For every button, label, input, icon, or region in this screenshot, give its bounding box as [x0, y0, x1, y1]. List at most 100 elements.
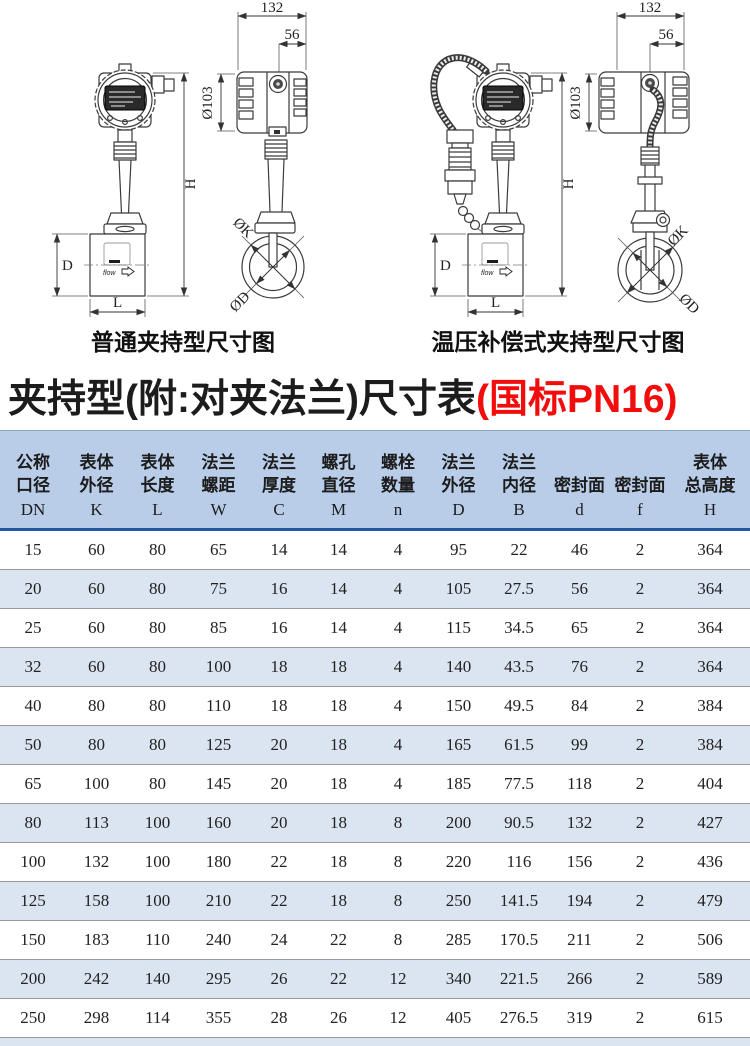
table-cell: 2 [635, 969, 645, 988]
dim-label-circle-d: ØD [676, 291, 703, 318]
table-cell: 27.5 [504, 579, 534, 598]
table-cell: 61.5 [504, 735, 534, 754]
table-cell: 2 [635, 735, 645, 754]
table-cell: 12 [389, 969, 407, 988]
table-cell: 145 [205, 774, 232, 793]
wafer-body: ØK ØD [617, 223, 703, 318]
page-title: 夹持型(附:对夹法兰)尺寸表(国标PN16) [0, 362, 750, 430]
table-cell: 364 [697, 579, 723, 598]
caption-compensated-type: 温压补偿式夹持型尺寸图 [431, 329, 685, 355]
table-cell: 114 [145, 1008, 170, 1027]
table-cell: 404 [697, 774, 723, 793]
dim-L: L [89, 295, 146, 317]
table-cell: 200 [445, 813, 472, 832]
column-header: 法兰 内径 B [502, 453, 536, 519]
dim-label-body-length: L [491, 295, 500, 311]
table-cell: 364 [697, 657, 723, 676]
table-cell: 666 [670, 1038, 750, 1046]
table-cell: 285 [445, 930, 472, 949]
stem [254, 139, 296, 234]
table-cell: 105 [445, 579, 472, 598]
table-cell: 220 [445, 852, 472, 871]
table-row: 32 60 80 100 18 18 4 140 43.5 76 2 364 [0, 647, 750, 687]
column-header: 法兰 外径 D [441, 453, 476, 519]
table-cell: 60 [88, 657, 105, 676]
table-cell: 26 [270, 969, 288, 988]
table-cell: 65 [571, 618, 588, 637]
table-cell: 2 [635, 930, 645, 949]
dim-label-top-width: 132 [261, 0, 284, 16]
table-cell: 85 [210, 618, 227, 637]
table-cell: 479 [697, 891, 723, 910]
table-cell: 384 [697, 735, 723, 754]
table-cell: 589 [697, 969, 723, 988]
drawing-captions: 普通夹持型尺寸图 温压补偿式夹持型尺寸图 [0, 318, 750, 362]
table-cell: 200 [20, 969, 46, 988]
table-row: 100 132 100 180 22 18 8 220 116 156 2 436 [0, 842, 750, 882]
compensated-side-view: 132 56 [568, 0, 702, 318]
table-cell: 100 [144, 891, 171, 910]
table-cell: 60 [88, 540, 105, 559]
dim-label-circle-d: ØD [227, 289, 254, 316]
table-cell: 22 [270, 852, 288, 871]
table-cell: 14 [330, 579, 347, 598]
table-cell: 132 [83, 852, 110, 871]
table-body: 15 60 80 65 14 14 4 95 22 46 2 364 20 60 80 75 16 14 4 105 2… [0, 529, 750, 1046]
table-cell: 384 [697, 696, 723, 715]
table-row: 80 113 100 160 20 18 8 200 90.5 132 2 427 [0, 803, 750, 843]
table-cell: 26 [309, 1038, 368, 1046]
column-header: 表体 外径 K [79, 453, 114, 519]
dim-label-top-width-inner: 56 [285, 27, 301, 43]
housing [598, 71, 690, 134]
table-cell: 250 [20, 1008, 46, 1027]
table-cell: 2 [635, 891, 645, 910]
table-cell: 210 [205, 891, 232, 910]
dim-label-circle-k: ØK [230, 215, 257, 242]
column-header: 螺孔 直径 M [321, 453, 356, 519]
table-cell: 90.5 [504, 813, 534, 832]
page-title-standard: (国标PN16) [475, 378, 678, 421]
table-row: 20 60 80 75 16 14 4 105 27.5 56 2 364 [0, 569, 750, 609]
table-cell: 18 [330, 852, 347, 871]
stem [103, 129, 147, 235]
table-cell: 99 [571, 735, 588, 754]
table-row: 25 60 80 85 16 14 4 115 34.5 65 2 364 [0, 608, 750, 648]
table-cell: 100 [144, 852, 171, 871]
table-cell: 240 [205, 930, 232, 949]
table-cell: 327.5 [489, 1038, 549, 1046]
meter-body: flow [462, 233, 529, 297]
dim-D: D [52, 233, 88, 297]
table-cell: 43.5 [504, 657, 534, 676]
table-cell: 22 [270, 891, 288, 910]
dim-56: 56 [278, 27, 307, 72]
table-cell: 100 [205, 657, 232, 676]
table-cell: 460 [428, 1038, 489, 1046]
table-cell: 18 [330, 735, 347, 754]
table-cell: 183 [83, 930, 110, 949]
column-header: 法兰 螺距 W [201, 453, 236, 519]
table-cell: 125 [20, 891, 46, 910]
table-cell: 20 [24, 579, 42, 598]
table-cell: 405 [445, 1008, 472, 1027]
column-header: 密封面 d [554, 476, 605, 519]
table-cell: 170.5 [499, 930, 539, 949]
table-cell: 15 [24, 540, 42, 559]
table-cell: 4 [393, 774, 403, 793]
dim-label-total-height: H [561, 178, 577, 189]
column-header: 公称 口径 DN [16, 453, 50, 519]
table-cell: 2 [635, 852, 645, 871]
table-cell: 4 [393, 696, 403, 715]
table-cell: 250 [445, 891, 472, 910]
table-cell: 150 [20, 930, 46, 949]
dim-label-body-length: L [113, 295, 122, 311]
column-header: 表体 总高度 H [684, 453, 736, 519]
table-row: 200 242 140 295 26 22 12 340 221.5 266 2 589 [0, 959, 750, 999]
table-cell: 276.5 [499, 1008, 539, 1027]
dim-56: 56 [649, 27, 685, 72]
dim-label-top-width: 132 [639, 0, 662, 16]
table-cell: 12 [368, 1038, 428, 1046]
table-cell: 8 [393, 813, 403, 832]
table-cell: 12 [389, 1008, 407, 1027]
dimension-drawings: flow D L H [52, 0, 702, 318]
table-cell: 8 [393, 891, 403, 910]
